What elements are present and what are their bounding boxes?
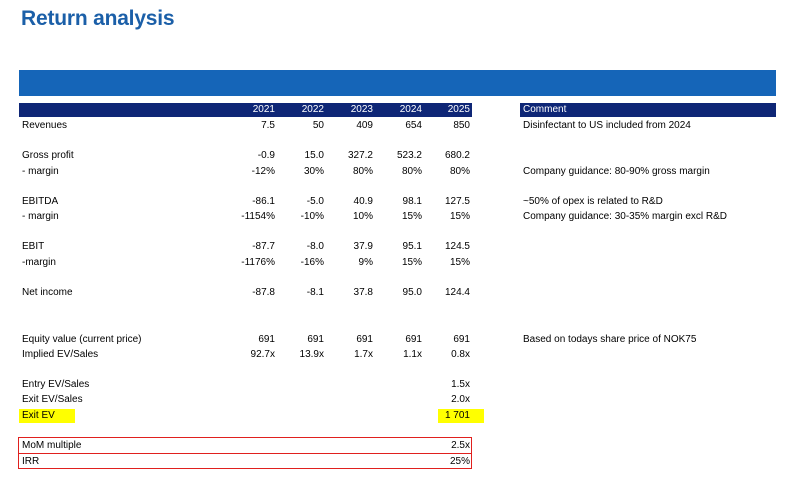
row-value: 0.8x [451, 349, 470, 360]
row-value: 15% [449, 211, 470, 222]
mom-multiple-value: 2.5x [451, 440, 470, 451]
row-value: -87.7 [252, 241, 275, 252]
row-value: 691 [405, 334, 422, 345]
row-label: Implied EV/Sales [22, 349, 99, 360]
entry-ev-sales-value: 1.5x [451, 379, 470, 390]
row-value: 92.7x [250, 349, 275, 360]
row-value: 124.5 [444, 241, 470, 252]
row-value: 691 [307, 334, 324, 345]
row-value: 13.9x [299, 349, 324, 360]
irr-value: 25% [449, 456, 470, 467]
page-title: Return analysis [21, 7, 175, 30]
row-value: 850 [453, 120, 470, 131]
row-label: - margin [22, 211, 59, 222]
row-value: 7.5 [261, 120, 275, 131]
row-value: 680.2 [444, 150, 470, 161]
row-value: -87.8 [252, 287, 275, 298]
row-value: 95.0 [402, 287, 422, 298]
row-value: 80% [449, 166, 470, 177]
row-value: 409 [356, 120, 373, 131]
row-value: 40.9 [353, 196, 373, 207]
exit-ev-sales-label: Exit EV/Sales [22, 394, 83, 405]
row-value: 10% [352, 211, 373, 222]
row-comment: Company guidance: 30-35% margin excl R&D [523, 211, 727, 222]
row-value: -5.0 [306, 196, 324, 207]
section-banner [19, 70, 776, 96]
row-comment: Disinfectant to US included from 2024 [523, 120, 691, 131]
exit-ev-value: 1 701 [438, 409, 484, 423]
year-header: 2021 [252, 104, 275, 115]
row-value: -10% [300, 211, 324, 222]
row-value: 15% [449, 257, 470, 268]
row-value: 327.2 [347, 150, 373, 161]
row-value: 95.1 [402, 241, 422, 252]
row-label: EBIT [22, 241, 45, 252]
row-value: 654 [405, 120, 422, 131]
row-value: 691 [356, 334, 373, 345]
row-value: 1.7x [354, 349, 373, 360]
row-value: 523.2 [396, 150, 422, 161]
row-label: -margin [22, 257, 56, 268]
row-comment: Based on todays share price of NOK75 [523, 334, 697, 345]
row-value: 15% [401, 257, 422, 268]
row-value: 691 [453, 334, 470, 345]
year-header: 2022 [301, 104, 324, 115]
row-label: Equity value (current price) [22, 334, 142, 345]
row-value: 124.4 [444, 287, 470, 298]
row-comment: ~50% of opex is related to R&D [523, 196, 663, 207]
row-value: -1154% [241, 211, 275, 222]
entry-ev-sales-label: Entry EV/Sales [22, 379, 90, 390]
row-label: Net income [22, 287, 73, 298]
row-value: -12% [251, 166, 275, 177]
returns-box [18, 437, 472, 469]
exit-ev-label: Exit EV [19, 409, 75, 423]
irr-label: IRR [22, 456, 40, 467]
row-value: 15.0 [304, 150, 324, 161]
row-value: 80% [352, 166, 373, 177]
returns-box-divider [19, 453, 471, 454]
row-value: 37.9 [353, 241, 373, 252]
year-header-bar [19, 103, 472, 117]
comment-header: Comment [523, 104, 567, 115]
row-value: 50 [312, 120, 324, 131]
row-value: 15% [401, 211, 422, 222]
comment-header-bar [520, 103, 776, 117]
row-value: 127.5 [444, 196, 470, 207]
row-value: 37.8 [353, 287, 373, 298]
row-value: 98.1 [402, 196, 422, 207]
year-header: 2023 [350, 104, 373, 115]
row-label: EBITDA [22, 196, 59, 207]
row-label: Gross profit [22, 150, 74, 161]
row-value: 9% [358, 257, 373, 268]
row-comment: Company guidance: 80-90% gross margin [523, 166, 710, 177]
year-header: 2024 [399, 104, 422, 115]
exit-ev-sales-value: 2.0x [451, 394, 470, 405]
mom-multiple-label: MoM multiple [22, 440, 82, 451]
row-value: -16% [300, 257, 324, 268]
row-label: - margin [22, 166, 59, 177]
row-value: -8.0 [306, 241, 324, 252]
row-value: 30% [303, 166, 324, 177]
row-label: Revenues [22, 120, 68, 131]
row-value: 80% [401, 166, 422, 177]
row-value: -1176% [241, 257, 275, 268]
row-value: 1.1x [403, 349, 422, 360]
row-value: -86.1 [252, 196, 275, 207]
row-value: -0.9 [257, 150, 275, 161]
row-value: 691 [258, 334, 275, 345]
year-header: 2025 [447, 104, 470, 115]
row-value: -8.1 [306, 287, 324, 298]
